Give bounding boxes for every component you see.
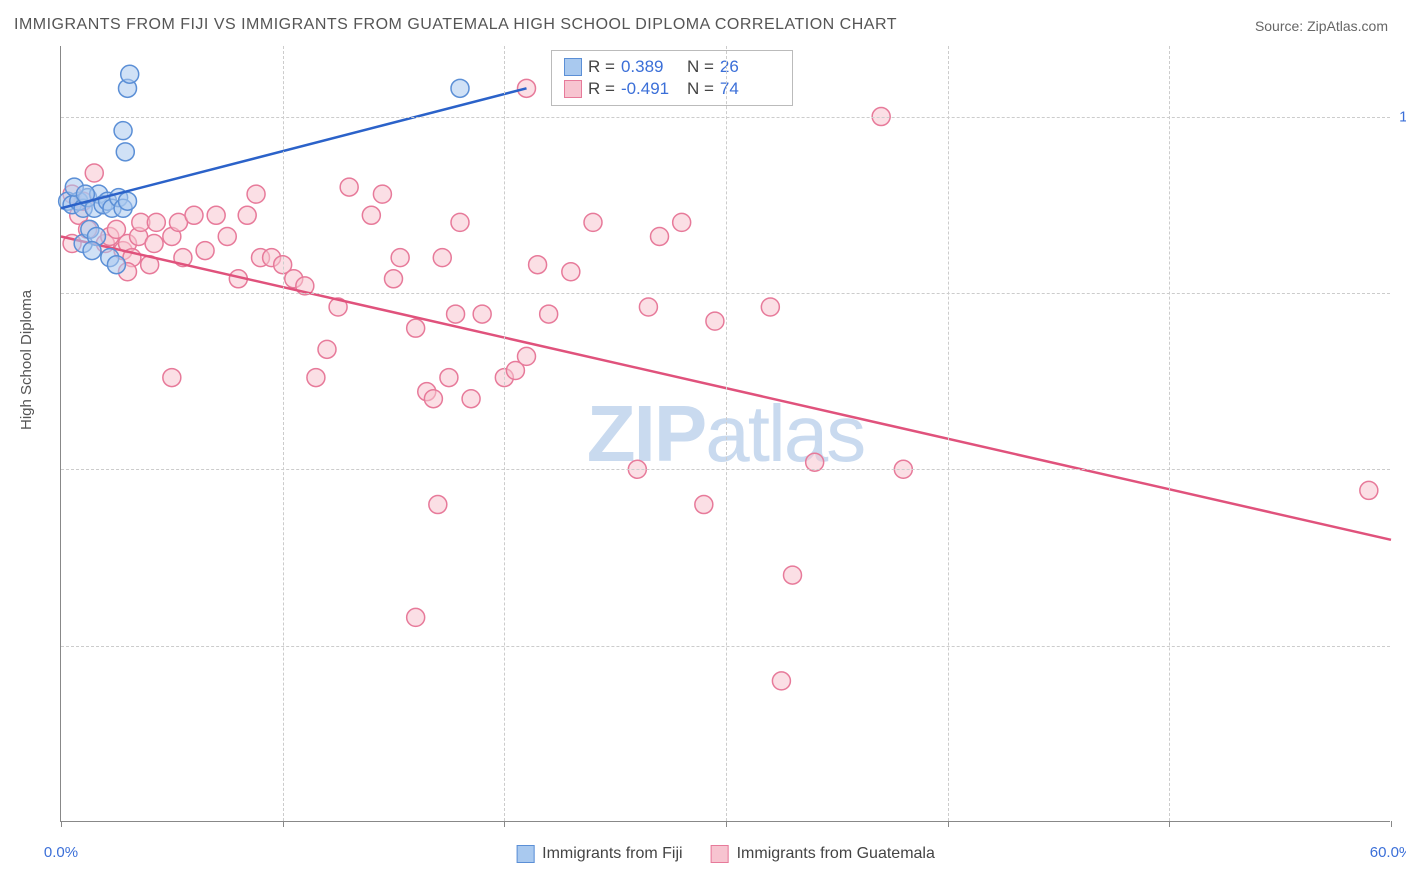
legend-label-guatemala: Immigrants from Guatemala [737,845,935,863]
data-point [238,206,256,224]
data-point [407,319,425,337]
data-point [451,213,469,231]
data-point [119,192,137,210]
data-point [772,672,790,690]
legend-swatch-guatemala [711,845,729,863]
x-tick-label: 60.0% [1370,844,1406,861]
data-point [116,143,134,161]
data-point [518,347,536,365]
data-point [373,185,391,203]
data-point [247,185,265,203]
swatch-guatemala [564,80,582,98]
data-point [218,227,236,245]
data-point [340,178,358,196]
stats-row-fiji: R = 0.389 N = 26 [564,57,780,77]
data-point [440,369,458,387]
correlation-stats-box: R = 0.389 N = 26 R = -0.491 N = 74 [551,50,793,106]
data-point [447,305,465,323]
data-point [429,496,447,514]
data-point [462,390,480,408]
y-tick-label: 75.0% [1395,284,1406,301]
chart-plot-area: ZIPatlas R = 0.389 N = 26 R = -0.491 N =… [60,46,1390,822]
data-point [695,496,713,514]
data-point [385,270,403,288]
data-point [114,122,132,140]
source-label: Source: ZipAtlas.com [1255,18,1388,34]
data-point [651,227,669,245]
legend-label-fiji: Immigrants from Fiji [542,845,682,863]
data-point [761,298,779,316]
data-point [673,213,691,231]
data-point [85,164,103,182]
data-point [784,566,802,584]
data-point [107,256,125,274]
data-point [1360,481,1378,499]
data-point [529,256,547,274]
data-point [318,340,336,358]
data-point [433,249,451,267]
swatch-fiji [564,58,582,76]
data-point [307,369,325,387]
data-point [391,249,409,267]
y-axis-label: High School Diploma [18,290,35,430]
bottom-legend: Immigrants from Fiji Immigrants from Gua… [516,845,935,863]
stats-row-guatemala: R = -0.491 N = 74 [564,79,780,99]
data-point [163,369,181,387]
data-point [540,305,558,323]
data-point [121,65,139,83]
y-tick-label: 25.0% [1395,637,1406,654]
legend-item-fiji: Immigrants from Fiji [516,845,682,863]
data-point [185,206,203,224]
data-point [518,79,536,97]
data-point [473,305,491,323]
data-point [424,390,442,408]
chart-title: IMMIGRANTS FROM FIJI VS IMMIGRANTS FROM … [14,16,897,34]
y-tick-label: 100.0% [1395,108,1406,125]
data-point [362,206,380,224]
y-tick-label: 50.0% [1395,461,1406,478]
data-point [147,213,165,231]
data-point [639,298,657,316]
data-point [83,242,101,260]
data-point [706,312,724,330]
legend-swatch-fiji [516,845,534,863]
data-point [207,206,225,224]
data-point [145,235,163,253]
data-point [584,213,602,231]
data-point [451,79,469,97]
data-point [196,242,214,260]
data-point [562,263,580,281]
data-point [407,608,425,626]
legend-item-guatemala: Immigrants from Guatemala [711,845,935,863]
x-tick-label: 0.0% [44,844,78,861]
